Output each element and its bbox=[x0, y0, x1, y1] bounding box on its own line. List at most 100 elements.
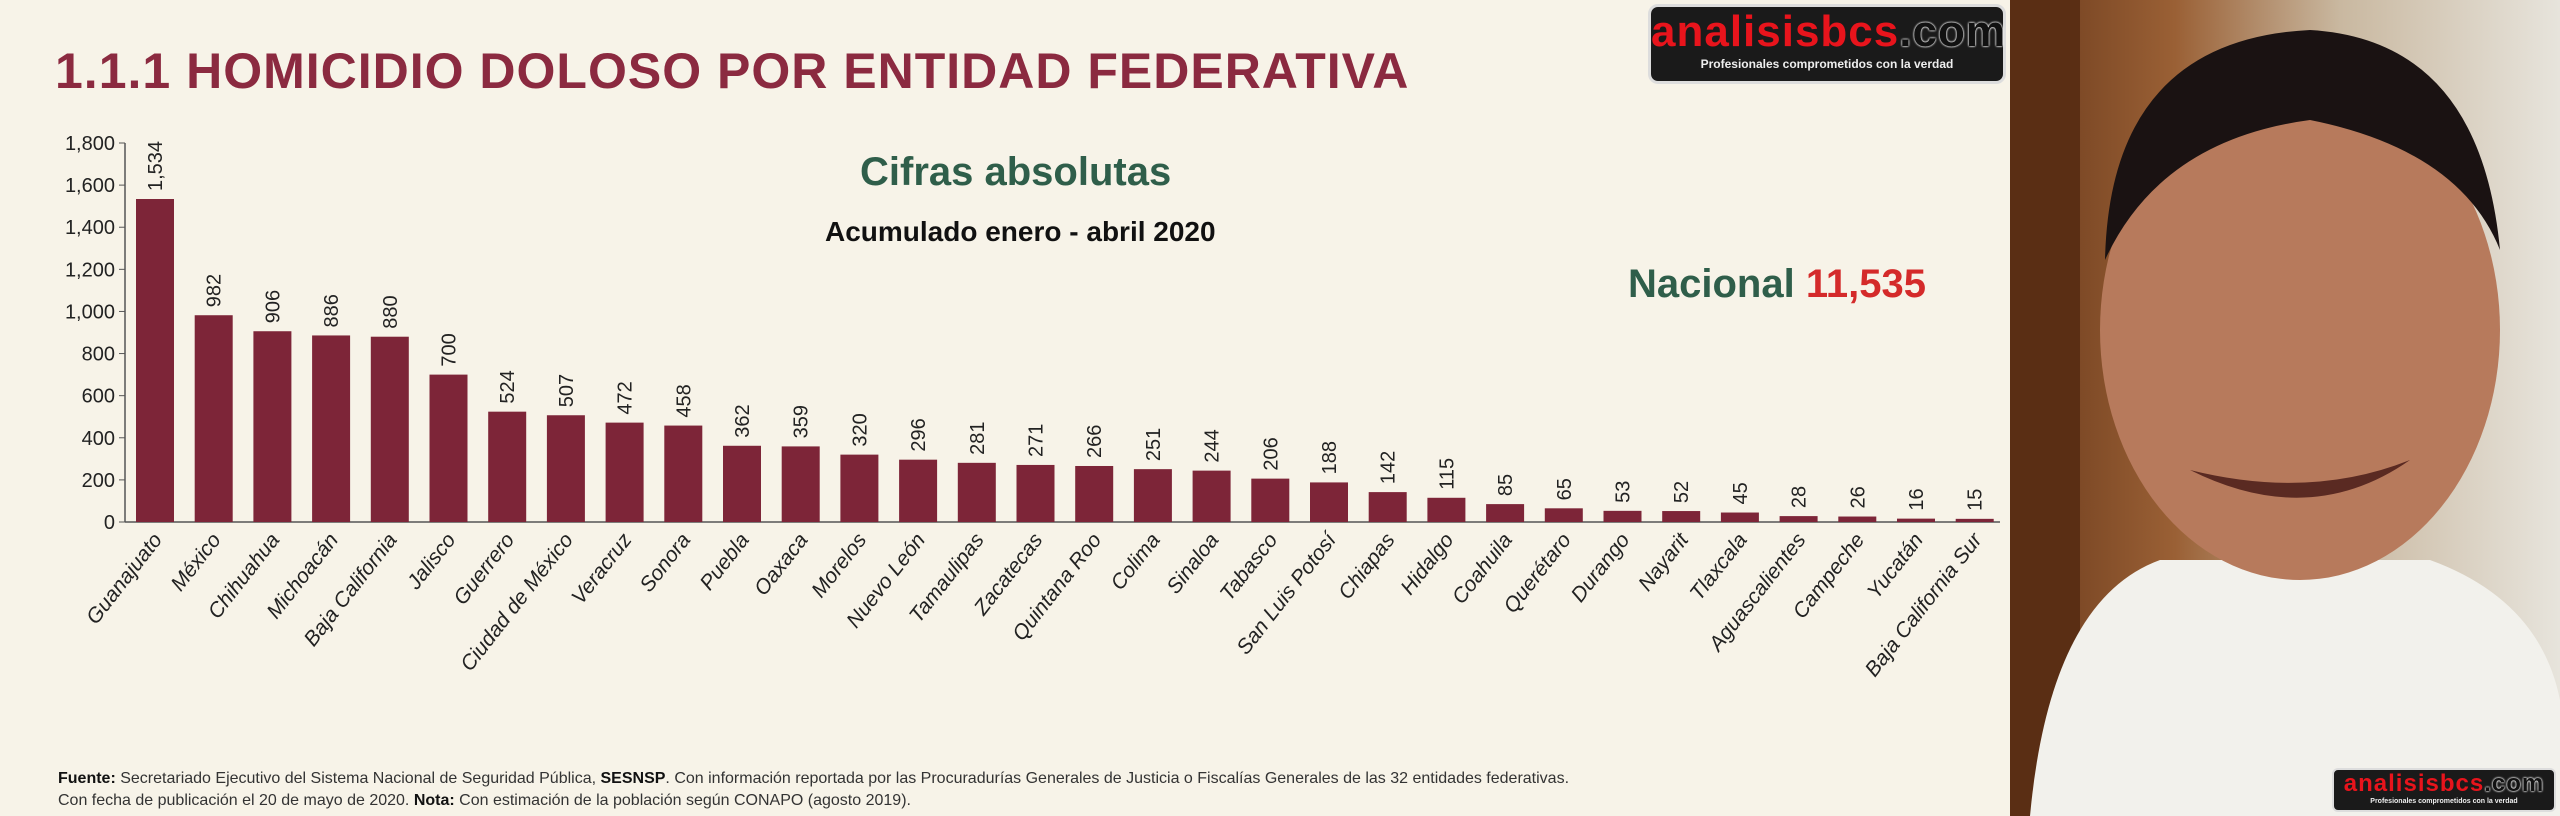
y-tick-label: 1,200 bbox=[65, 259, 115, 281]
value-label: 362 bbox=[732, 404, 754, 437]
shirt bbox=[2030, 560, 2560, 816]
y-tick-label: 1,600 bbox=[65, 175, 115, 197]
value-label: 26 bbox=[1847, 486, 1869, 508]
sesnsp: SESNSP bbox=[600, 770, 666, 787]
bar bbox=[1603, 510, 1642, 522]
category-label: Jalisco bbox=[402, 529, 460, 595]
category-label: Veracruz bbox=[567, 529, 637, 609]
bar bbox=[1133, 469, 1172, 522]
bar bbox=[1838, 516, 1877, 522]
bar bbox=[253, 331, 292, 522]
category-label: Durango bbox=[1567, 529, 1635, 607]
category-label: Chiapas bbox=[1334, 529, 1400, 604]
category-label: Baja California Sur bbox=[1861, 528, 1988, 681]
nota-text: Con estimación de la población según CON… bbox=[454, 792, 911, 809]
mouth bbox=[2190, 460, 2410, 498]
category-label: Hidalgo bbox=[1396, 529, 1458, 600]
fuente-text-2: . Con información reportada por las Proc… bbox=[665, 770, 1570, 787]
category-label: Sinaloa bbox=[1162, 529, 1223, 598]
value-label: 266 bbox=[1084, 425, 1106, 458]
logo-text: analisisbcs bbox=[1651, 7, 1900, 56]
analisisbcs-logo: analisisbcs.com Profesionales comprometi… bbox=[1648, 4, 2006, 84]
bar bbox=[840, 454, 879, 522]
value-label: 206 bbox=[1260, 437, 1282, 470]
value-label: 52 bbox=[1671, 481, 1693, 503]
analisisbcs-logo-small: analisisbcs.com Profesionales comprometi… bbox=[2332, 768, 2556, 812]
value-label: 472 bbox=[615, 381, 637, 414]
value-label: 53 bbox=[1613, 481, 1635, 503]
value-label: 142 bbox=[1378, 451, 1400, 484]
bar bbox=[370, 336, 409, 522]
value-label: 982 bbox=[204, 274, 226, 307]
value-label: 296 bbox=[908, 418, 930, 451]
logo-tagline: Profesionales comprometidos con la verda… bbox=[1700, 57, 1954, 71]
category-label: Oaxaca bbox=[750, 529, 813, 600]
category-label: Nayarit bbox=[1634, 528, 1694, 595]
chart-panel: 1.1.1 HOMICIDIO DOLOSO POR ENTIDAD FEDER… bbox=[55, 43, 2000, 812]
bar bbox=[899, 459, 938, 522]
bar bbox=[1075, 465, 1114, 522]
y-tick-label: 1,400 bbox=[65, 217, 115, 239]
value-label: 65 bbox=[1554, 478, 1576, 500]
footer-note: Fuente: Secretariado Ejecutivo del Siste… bbox=[58, 768, 1569, 812]
value-label: 524 bbox=[497, 370, 519, 403]
bar bbox=[312, 335, 351, 522]
bar bbox=[1192, 470, 1231, 522]
value-label: 271 bbox=[1026, 424, 1048, 457]
publication-date: Con fecha de publicación el 20 de mayo d… bbox=[58, 792, 414, 809]
chart-subtitle: Cifras absolutas bbox=[860, 150, 1172, 194]
category-label: México bbox=[167, 529, 226, 596]
fuente-text: Secretariado Ejecutivo del Sistema Nacio… bbox=[115, 770, 601, 787]
bar bbox=[1427, 497, 1466, 522]
value-label: 15 bbox=[1965, 489, 1987, 511]
value-label: 886 bbox=[321, 294, 343, 327]
category-label: Morelos bbox=[807, 529, 871, 602]
bar bbox=[1368, 492, 1407, 522]
y-tick-label: 1,000 bbox=[65, 301, 115, 323]
category-label: Sonora bbox=[635, 529, 695, 597]
bar bbox=[1897, 518, 1935, 522]
portrait-illustration bbox=[2010, 0, 2560, 816]
bar bbox=[546, 415, 585, 522]
chart-period: Acumulado enero - abril 2020 bbox=[825, 216, 1216, 247]
bar bbox=[1486, 504, 1525, 522]
bar bbox=[664, 425, 703, 522]
y-tick-label: 200 bbox=[82, 470, 115, 492]
bar bbox=[1544, 508, 1583, 522]
bar bbox=[605, 422, 644, 522]
value-label: 244 bbox=[1202, 429, 1224, 462]
logo-tagline: Profesionales comprometidos con la verda… bbox=[2370, 798, 2518, 805]
chart-title: 1.1.1 HOMICIDIO DOLOSO POR ENTIDAD FEDER… bbox=[55, 43, 1410, 99]
value-label: 320 bbox=[849, 413, 871, 446]
bar bbox=[1662, 511, 1701, 522]
y-tick-label: 800 bbox=[82, 344, 115, 366]
category-label: Colima bbox=[1106, 529, 1164, 595]
face bbox=[2100, 80, 2500, 580]
nota-label: Nota: bbox=[413, 792, 455, 809]
bar bbox=[194, 315, 233, 522]
bar bbox=[488, 411, 527, 522]
value-label: 906 bbox=[262, 290, 284, 323]
value-label: 85 bbox=[1495, 474, 1517, 496]
value-label: 1,534 bbox=[145, 141, 167, 191]
y-tick-label: 1,800 bbox=[65, 133, 115, 155]
value-label: 281 bbox=[967, 421, 989, 454]
category-label: Guanajuato bbox=[82, 529, 167, 629]
value-label: 359 bbox=[791, 405, 813, 438]
bar bbox=[1779, 516, 1818, 522]
fuente-label: Fuente: bbox=[58, 770, 116, 787]
value-label: 251 bbox=[1143, 428, 1165, 461]
bar bbox=[429, 374, 468, 522]
value-label: 188 bbox=[1319, 441, 1341, 474]
hair bbox=[2105, 30, 2500, 260]
bar bbox=[723, 445, 761, 522]
logo-domain: .com bbox=[1899, 7, 2006, 56]
value-label: 115 bbox=[1436, 458, 1458, 490]
portrait-photo: analisisbcs.com Profesionales comprometi… bbox=[2010, 0, 2560, 816]
y-tick-label: 600 bbox=[82, 386, 115, 408]
value-label: 880 bbox=[380, 295, 402, 328]
logo-domain: .com bbox=[2484, 770, 2545, 797]
value-label: 507 bbox=[556, 374, 578, 407]
national-total: Nacional 11,535 bbox=[1628, 262, 1926, 307]
bar bbox=[1955, 518, 1994, 522]
